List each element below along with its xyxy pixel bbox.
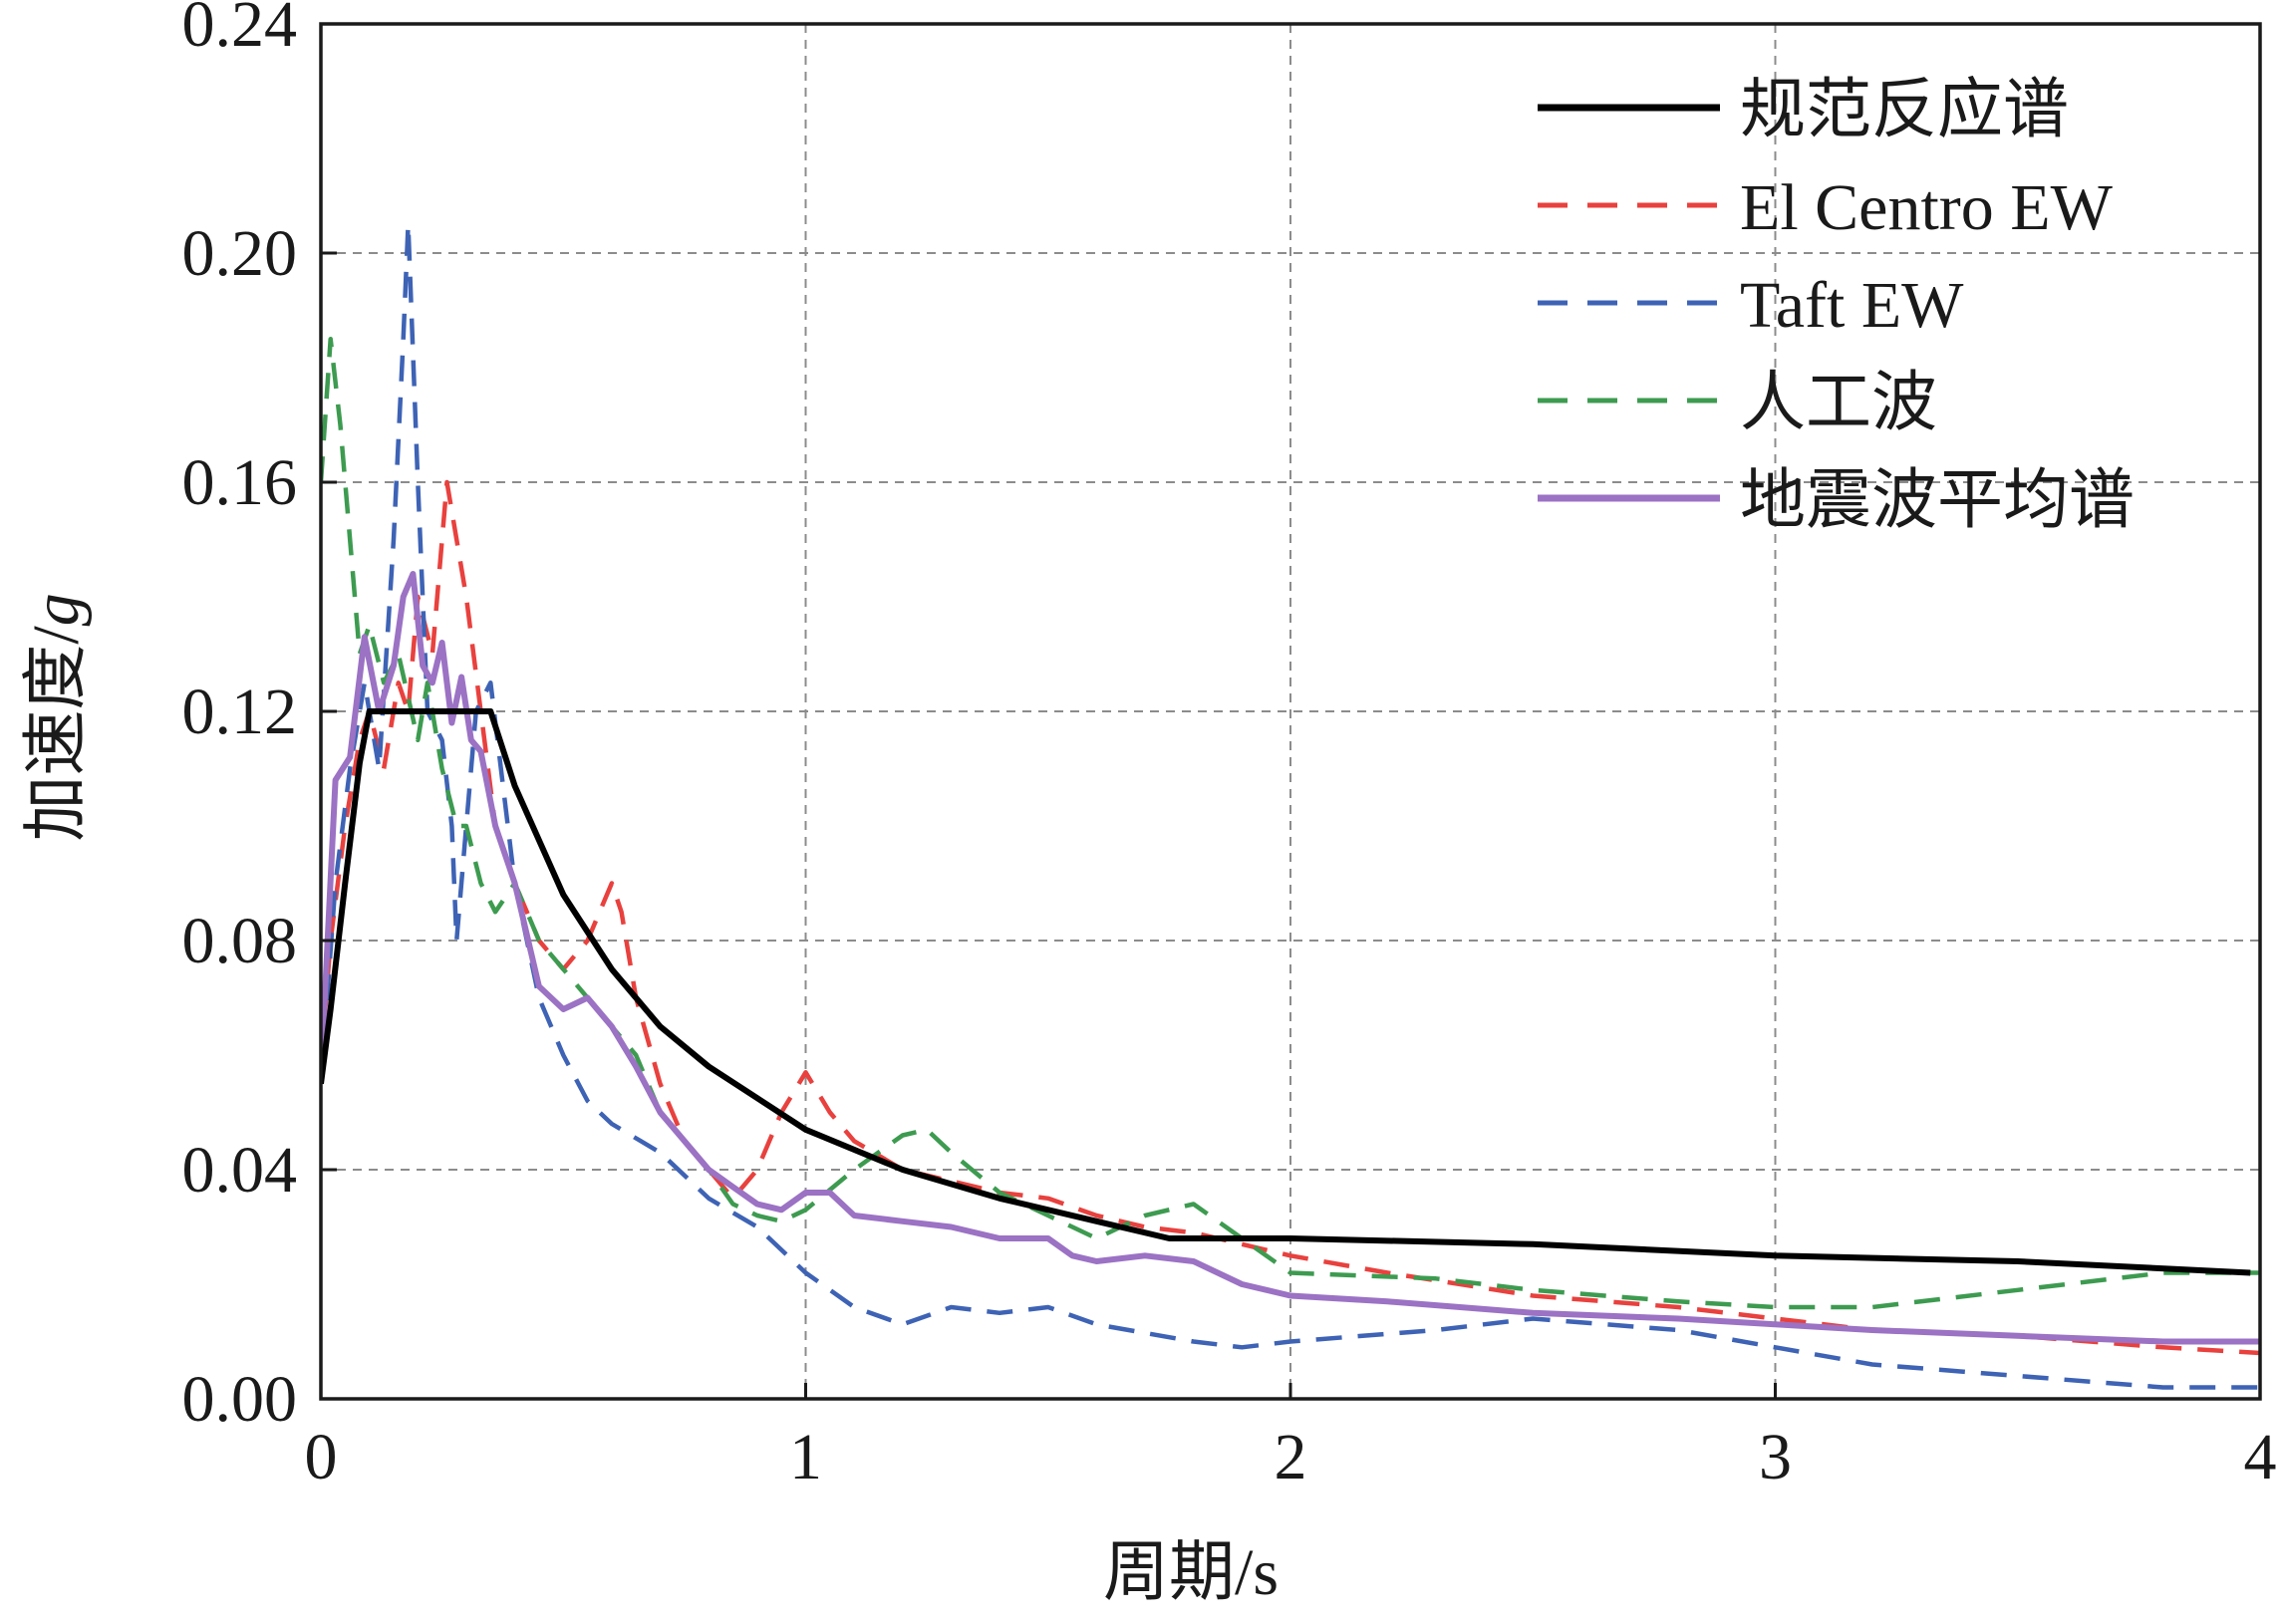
y-tick-label: 0.24 bbox=[182, 0, 298, 61]
y-tick-label: 0.04 bbox=[182, 1134, 298, 1207]
x-axis-title: 周期/s bbox=[1103, 1536, 1279, 1609]
x-tick-label: 4 bbox=[2244, 1421, 2277, 1493]
legend-label: El Centro EW bbox=[1740, 171, 2114, 244]
x-tick-label: 2 bbox=[1275, 1421, 1307, 1493]
y-tick-label: 0.08 bbox=[182, 905, 298, 977]
y-tick-label: 0.16 bbox=[182, 446, 298, 519]
y-axis-title-unit: g bbox=[20, 593, 93, 626]
gridlines bbox=[321, 24, 2260, 1399]
axis-ticks bbox=[319, 22, 2262, 1401]
legend-label: 人工波 bbox=[1740, 367, 1937, 439]
tick-labels: 0 1 2 3 4 0.00 0.04 0.08 0.12 0.16 0.20 0.24 bbox=[182, 0, 2277, 1493]
series-taft-ew-line bbox=[321, 222, 2260, 1390]
x-tick-label: 3 bbox=[1759, 1421, 1792, 1493]
y-tick-label: 0.20 bbox=[182, 217, 298, 290]
legend-label: 地震波平均谱 bbox=[1740, 464, 2135, 537]
legend-label: 规范反应谱 bbox=[1740, 74, 2069, 146]
series-地震波平均谱-line bbox=[321, 571, 2260, 1345]
series-规范反应谱-line bbox=[321, 708, 2251, 1276]
y-tick-label: 0.00 bbox=[182, 1363, 298, 1436]
series-lines bbox=[321, 222, 2260, 1390]
y-tick-label: 0.12 bbox=[182, 676, 298, 748]
x-tick-label: 0 bbox=[305, 1421, 338, 1493]
legend-label: Taft EW bbox=[1740, 269, 1964, 342]
x-tick-label: 1 bbox=[789, 1421, 822, 1493]
y-axis-title: 加速度/g bbox=[20, 593, 93, 841]
y-axis-title-main: 加速度/ bbox=[20, 626, 93, 842]
